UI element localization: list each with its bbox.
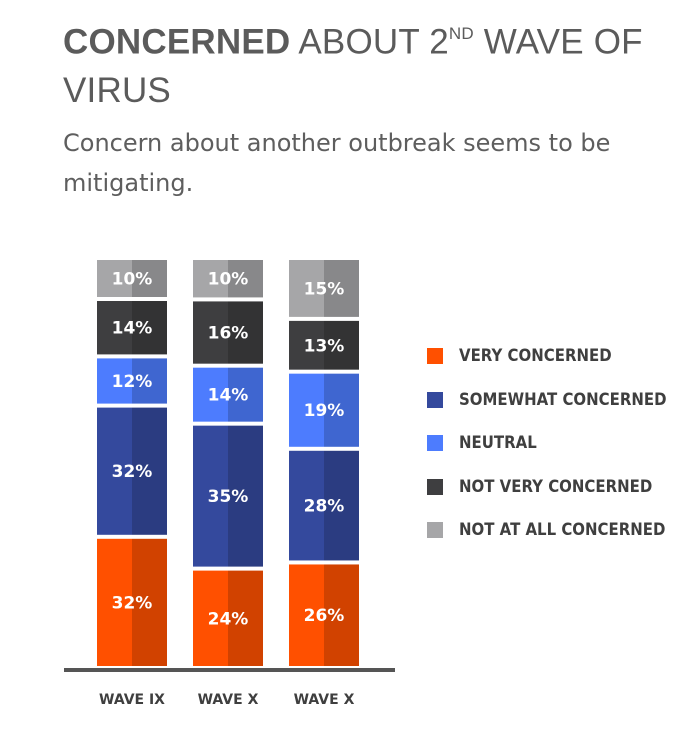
- bar-segment-not-at-all-concerned: 10%: [97, 260, 167, 297]
- bar-segment-right: [228, 425, 263, 567]
- bar-segment-somewhat-concerned: 32%: [97, 407, 167, 535]
- bar-segment-right: [132, 538, 167, 666]
- bar-segment-right: [324, 450, 359, 561]
- bar-segment-neutral: 19%: [289, 373, 359, 447]
- bar-segment-very-concerned: 24%: [193, 570, 263, 666]
- data-label: 10%: [112, 270, 153, 290]
- bar-segment-left: [97, 407, 132, 535]
- bar-segment-left: [97, 301, 132, 355]
- legend-label: NOT VERY CONCERNED: [459, 476, 653, 497]
- data-label: 16%: [208, 324, 249, 344]
- bar-segment-left: [97, 260, 132, 297]
- data-label: 28%: [304, 497, 345, 517]
- bar-segment-left: [289, 260, 324, 317]
- legend-swatch: [427, 478, 443, 495]
- title-superscript: ND: [448, 24, 474, 43]
- bar-segment-left: [289, 320, 324, 370]
- bar-segment-left: [193, 425, 228, 567]
- legend-label: NEUTRAL: [459, 433, 537, 453]
- legend-item: NOT AT ALL CONCERNED: [427, 516, 675, 544]
- chart-subtitle: Concern about another outbreak seems to …: [63, 129, 611, 197]
- bar-segment-not-very-concerned: 16%: [193, 301, 263, 364]
- bar-segment-left: [289, 450, 324, 561]
- data-label: 15%: [304, 279, 345, 299]
- bar-segment-right: [132, 407, 167, 535]
- bar-segment-right: [324, 373, 359, 447]
- legend-label: SOMEWHAT CONCERNED: [459, 389, 667, 410]
- legend-item: SOMEWHAT CONCERNED: [427, 386, 675, 414]
- bar-segment-not-at-all-concerned: 10%: [193, 260, 263, 298]
- bar-segment-left: [193, 367, 228, 422]
- x-tick-label: WAVE X: [294, 692, 355, 708]
- bar-segment-left: [193, 260, 228, 298]
- bar-segment-left: [289, 564, 324, 666]
- bar-segment-right: [132, 260, 167, 297]
- legend-swatch: [427, 348, 443, 364]
- legend-label: VERY CONCERNED: [459, 346, 612, 366]
- legend-label: NOT AT ALL CONCERNED: [459, 520, 666, 540]
- bar-segment-right: [132, 301, 167, 355]
- data-label: 19%: [304, 401, 345, 421]
- bar-segment-left: [97, 538, 132, 666]
- bar-segment-left: [193, 301, 228, 364]
- x-tick-label: WAVE IX: [99, 692, 165, 708]
- data-label: 26%: [304, 606, 345, 626]
- data-label: 10%: [208, 270, 249, 290]
- data-label: 24%: [208, 609, 249, 629]
- legend-swatch: [427, 522, 443, 538]
- legend-swatch: [427, 391, 443, 408]
- bar-segment-somewhat-concerned: 35%: [193, 425, 263, 567]
- bar-segment-not-very-concerned: 13%: [289, 320, 359, 370]
- data-label: 35%: [208, 487, 249, 507]
- legend-item: VERY CONCERNED: [427, 342, 632, 370]
- data-label: 32%: [112, 462, 153, 482]
- bar-segment-neutral: 14%: [193, 367, 263, 422]
- bar-segment-right: [324, 564, 359, 666]
- legend-item: NEUTRAL: [427, 429, 547, 457]
- stacked-bar-chart: 32% 32% 12% 14% 10% WAVE IX 24% 35% 14% 16% 10% WAV…: [64, 260, 395, 708]
- bar-segment-very-concerned: 26%: [289, 564, 359, 666]
- bar-segment-not-very-concerned: 14%: [97, 301, 167, 355]
- x-axis-line: [64, 668, 395, 672]
- bar-segment-right: [228, 301, 263, 364]
- bar-segment-very-concerned: 32%: [97, 538, 167, 666]
- x-tick-label: WAVE X: [198, 692, 259, 708]
- bar-segment-left: [289, 373, 324, 447]
- data-label: 32%: [112, 593, 153, 613]
- legend-item: NOT VERY CONCERNED: [427, 473, 675, 501]
- bar-segment-right: [228, 570, 263, 666]
- bar-segment-right: [324, 320, 359, 370]
- title-bold: CONCERNED: [63, 22, 291, 62]
- bar-segment-right: [228, 367, 263, 422]
- bar-segment-somewhat-concerned: 28%: [289, 450, 359, 561]
- bar-segment-right: [228, 260, 263, 298]
- chart-title: CONCERNED ABOUT 2ND WAVE OF VIRUS: [63, 12, 663, 115]
- bar-segment-right: [324, 260, 359, 317]
- title-part-2: WAVE OF VIRUS: [63, 22, 643, 110]
- data-label: 14%: [208, 386, 249, 406]
- bar-segment-left: [97, 358, 132, 404]
- data-label: 12%: [112, 372, 153, 392]
- legend-swatch: [427, 435, 443, 451]
- title-part-1: ABOUT 2: [290, 22, 449, 62]
- bar-segment-neutral: 12%: [97, 358, 167, 404]
- data-label: 13%: [304, 336, 345, 356]
- bar-segment-left: [193, 570, 228, 666]
- bar-segment-not-at-all-concerned: 15%: [289, 260, 359, 317]
- data-label: 14%: [112, 319, 153, 339]
- bar-segment-right: [132, 358, 167, 404]
